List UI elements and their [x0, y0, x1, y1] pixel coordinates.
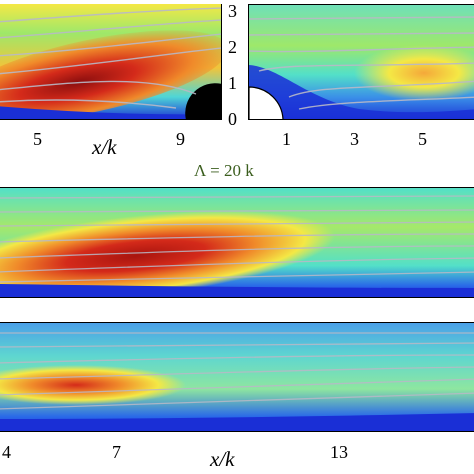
bottom-field	[0, 323, 474, 431]
top-right-xtick-3: 3	[350, 129, 359, 149]
ytick-0: 0	[228, 109, 237, 129]
bottom-panel	[0, 322, 474, 432]
ytick-3: 3	[228, 1, 237, 21]
bottom-xtick-4: 4	[2, 442, 11, 462]
top-left-panel	[0, 4, 222, 120]
top-right-panel	[248, 4, 474, 120]
top-right-xtick-5: 5	[418, 129, 427, 149]
top-right-xtick-1: 1	[282, 129, 291, 149]
top-left-xtick-5: 5	[33, 129, 42, 149]
bottom-xtick-13: 13	[330, 442, 348, 462]
obstacle-shape	[185, 83, 221, 119]
bottom-xlabel: x/k	[210, 447, 235, 471]
bottom-xtick-7: 7	[112, 442, 121, 462]
middle-panel	[0, 187, 474, 298]
ytick-2: 2	[228, 37, 237, 57]
ytick-1: 1	[228, 73, 237, 93]
lambda-annotation: Λ = 20 k	[194, 161, 254, 180]
middle-field	[0, 188, 474, 297]
top-left-field	[0, 4, 221, 119]
obstacle-shape-right	[249, 86, 284, 119]
top-xlabel: x/k	[92, 135, 117, 159]
top-right-field	[249, 5, 474, 119]
top-left-xtick-9: 9	[176, 129, 185, 149]
